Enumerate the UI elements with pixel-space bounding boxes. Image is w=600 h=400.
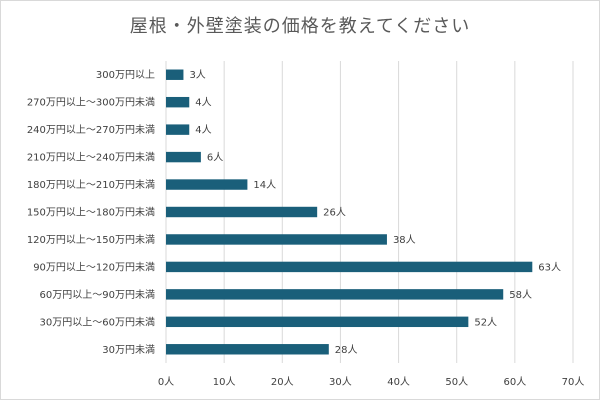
bar — [166, 179, 248, 190]
category-label: 30万円以上～60万円未満 — [40, 316, 155, 328]
x-tick-label: 70人 — [562, 376, 585, 388]
category-label: 270万円以上～300万円未満 — [27, 97, 155, 109]
bar — [166, 289, 504, 300]
category-label: 210万円以上～240万円未満 — [27, 152, 155, 164]
bar — [166, 261, 533, 273]
bar — [166, 234, 387, 245]
x-tick-label: 40人 — [387, 376, 410, 388]
category-label: 60万円以上～90万円未満 — [40, 289, 155, 301]
data-label: 4人 — [195, 124, 211, 136]
x-tick-label: 10人 — [213, 376, 236, 388]
x-tick-label: 30人 — [329, 376, 352, 388]
bar — [166, 124, 190, 135]
x-tick-label: 0人 — [158, 376, 174, 388]
data-label: 26人 — [323, 207, 346, 219]
data-label: 63人 — [538, 261, 561, 273]
category-label: 90万円以上～120万円未満 — [33, 261, 155, 273]
category-label: 30万円未満 — [102, 344, 155, 356]
data-label: 38人 — [393, 234, 416, 246]
category-label: 150万円以上～180万円未満 — [27, 207, 155, 219]
data-label: 4人 — [195, 97, 211, 109]
category-label: 120万円以上～150万円未満 — [27, 234, 155, 246]
bar — [166, 151, 201, 163]
data-label: 3人 — [189, 69, 205, 81]
data-label: 28人 — [335, 344, 358, 356]
x-tick-label: 60人 — [503, 376, 526, 388]
x-tick-label: 50人 — [445, 376, 468, 388]
bar — [166, 69, 184, 80]
category-label: 240万円以上～270万円未満 — [27, 124, 155, 136]
bar — [166, 344, 329, 355]
bar — [166, 96, 190, 108]
bar — [166, 316, 469, 328]
data-label: 52人 — [474, 316, 497, 328]
category-label: 180万円以上～210万円未満 — [27, 179, 155, 191]
data-label: 58人 — [509, 289, 532, 301]
data-label: 14人 — [253, 179, 276, 191]
chart-title: 屋根・外壁塗装の価格を教えてください — [129, 16, 471, 37]
data-label: 6人 — [207, 152, 223, 164]
category-label: 300万円以上 — [96, 69, 155, 81]
x-tick-label: 20人 — [271, 376, 294, 388]
bar — [166, 206, 318, 218]
